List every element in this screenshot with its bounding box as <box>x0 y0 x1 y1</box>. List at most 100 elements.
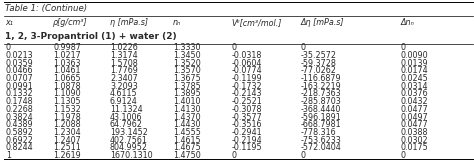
Text: 2.3407: 2.3407 <box>110 74 138 83</box>
Text: 1.2304: 1.2304 <box>53 128 81 137</box>
Text: 1.1090: 1.1090 <box>53 89 81 98</box>
Text: 3.2093: 3.2093 <box>110 82 138 91</box>
Text: 1.0363: 1.0363 <box>53 59 81 68</box>
Text: 0.9987: 0.9987 <box>53 43 81 52</box>
Text: 1.2088: 1.2088 <box>53 120 81 129</box>
Text: -116.6879: -116.6879 <box>301 74 342 83</box>
Text: -0.3516: -0.3516 <box>231 120 262 129</box>
Text: 0.2268: 0.2268 <box>6 105 34 114</box>
Text: 1.3785: 1.3785 <box>173 82 201 91</box>
Text: 0: 0 <box>231 151 237 160</box>
Text: 0: 0 <box>401 43 406 52</box>
Text: 1.7769: 1.7769 <box>110 66 138 75</box>
Text: -0.1199: -0.1199 <box>231 74 262 83</box>
Text: 0.0314: 0.0314 <box>401 82 428 91</box>
Text: -0.0774: -0.0774 <box>231 66 262 75</box>
Text: 0.0174: 0.0174 <box>401 66 428 75</box>
Text: -0.2143: -0.2143 <box>231 89 262 98</box>
Text: 0.0376: 0.0376 <box>401 89 428 98</box>
Text: 0.0707: 0.0707 <box>6 74 34 83</box>
Text: -778.316: -778.316 <box>301 128 337 137</box>
Text: 0.0477: 0.0477 <box>401 105 428 114</box>
Text: 1.4430: 1.4430 <box>173 120 201 129</box>
Text: 0.0175: 0.0175 <box>401 143 428 152</box>
Text: 0.0477: 0.0477 <box>401 120 428 129</box>
Text: 1.4370: 1.4370 <box>173 113 201 122</box>
Text: 0: 0 <box>301 43 306 52</box>
Text: Δnₙ: Δnₙ <box>401 18 414 27</box>
Text: 1.3895: 1.3895 <box>173 89 201 98</box>
Text: 0.0090: 0.0090 <box>401 51 428 60</box>
Text: -0.1732: -0.1732 <box>231 82 262 91</box>
Text: -0.2941: -0.2941 <box>231 128 262 137</box>
Text: 1.0878: 1.0878 <box>53 82 81 91</box>
Text: nₙ: nₙ <box>173 18 182 27</box>
Text: -0.3577: -0.3577 <box>231 113 262 122</box>
Text: 0.0213: 0.0213 <box>6 51 33 60</box>
Text: x₁: x₁ <box>6 18 14 27</box>
Text: 0.0302: 0.0302 <box>401 136 428 145</box>
Text: 0.0991: 0.0991 <box>6 82 34 91</box>
Text: 193.1452: 193.1452 <box>110 128 148 137</box>
Text: 1.1532: 1.1532 <box>53 105 81 114</box>
Text: 1.0226: 1.0226 <box>110 43 138 52</box>
Text: 0.4389: 0.4389 <box>6 120 33 129</box>
Text: 1.2619: 1.2619 <box>53 151 81 160</box>
Text: 804.9952: 804.9952 <box>110 143 148 152</box>
Text: 0.0245: 0.0245 <box>401 74 428 83</box>
Text: 0.0432: 0.0432 <box>401 97 428 106</box>
Text: -77.0262: -77.0262 <box>301 66 337 75</box>
Text: 0: 0 <box>231 43 237 52</box>
Text: 1.4750: 1.4750 <box>173 151 201 160</box>
Text: 1, 2, 3-Propantriol (1) + water (2): 1, 2, 3-Propantriol (1) + water (2) <box>5 32 176 42</box>
Text: 1670.1310: 1670.1310 <box>110 151 153 160</box>
Text: 0.6922: 0.6922 <box>6 136 34 145</box>
Text: 0.1748: 0.1748 <box>6 97 33 106</box>
Text: η [mPa.s]: η [mPa.s] <box>110 18 148 27</box>
Text: 1.4010: 1.4010 <box>173 97 201 106</box>
Text: 0: 0 <box>6 43 11 52</box>
Text: -285.8703: -285.8703 <box>301 97 342 106</box>
Text: -368.4440: -368.4440 <box>301 105 341 114</box>
Text: ρ[g/cm³]: ρ[g/cm³] <box>53 18 88 27</box>
Text: 1.0217: 1.0217 <box>53 51 81 60</box>
Text: 64.7962: 64.7962 <box>110 120 143 129</box>
Text: 0.8244: 0.8244 <box>6 143 33 152</box>
Text: -0.1195: -0.1195 <box>231 143 262 152</box>
Text: 1.3570: 1.3570 <box>173 66 201 75</box>
Text: Δη [mPa.s]: Δη [mPa.s] <box>301 18 345 27</box>
Text: -35.2572: -35.2572 <box>301 51 337 60</box>
Text: 6.9124: 6.9124 <box>110 97 138 106</box>
Text: 1.3330: 1.3330 <box>173 43 201 52</box>
Text: 0.0466: 0.0466 <box>6 66 33 75</box>
Text: 1.3675: 1.3675 <box>173 74 201 83</box>
Text: 402.7561: 402.7561 <box>110 136 148 145</box>
Text: -0.0604: -0.0604 <box>231 59 262 68</box>
Text: 1.1978: 1.1978 <box>53 113 81 122</box>
Text: 0.1332: 0.1332 <box>6 89 33 98</box>
Text: 1.2511: 1.2511 <box>53 143 81 152</box>
Text: 0.0388: 0.0388 <box>401 128 428 137</box>
Text: 1.4615: 1.4615 <box>173 136 201 145</box>
Text: 1: 1 <box>6 151 11 160</box>
Text: Vᴱ[cm³/mol.]: Vᴱ[cm³/mol.] <box>231 18 282 27</box>
Text: -596.1891: -596.1891 <box>301 113 342 122</box>
Text: -753.6233: -753.6233 <box>301 136 342 145</box>
Text: 1.2407: 1.2407 <box>53 136 81 145</box>
Text: -0.0318: -0.0318 <box>231 51 262 60</box>
Text: -59.3728: -59.3728 <box>301 59 337 68</box>
Text: 0: 0 <box>301 151 306 160</box>
Text: 4.6115: 4.6115 <box>110 89 137 98</box>
Text: 1.0461: 1.0461 <box>53 66 81 75</box>
Text: -218.7363: -218.7363 <box>301 89 342 98</box>
Text: -0.2521: -0.2521 <box>231 97 262 106</box>
Text: -668.7981: -668.7981 <box>301 120 342 129</box>
Text: 0: 0 <box>401 151 406 160</box>
Text: -572.0404: -572.0404 <box>301 143 342 152</box>
Text: -0.3078: -0.3078 <box>231 105 262 114</box>
Text: 11.1324: 11.1324 <box>110 105 143 114</box>
Text: 0.0359: 0.0359 <box>6 59 34 68</box>
Text: 1.4675: 1.4675 <box>173 143 201 152</box>
Text: 0.0497: 0.0497 <box>401 113 428 122</box>
Text: 1.3450: 1.3450 <box>173 51 201 60</box>
